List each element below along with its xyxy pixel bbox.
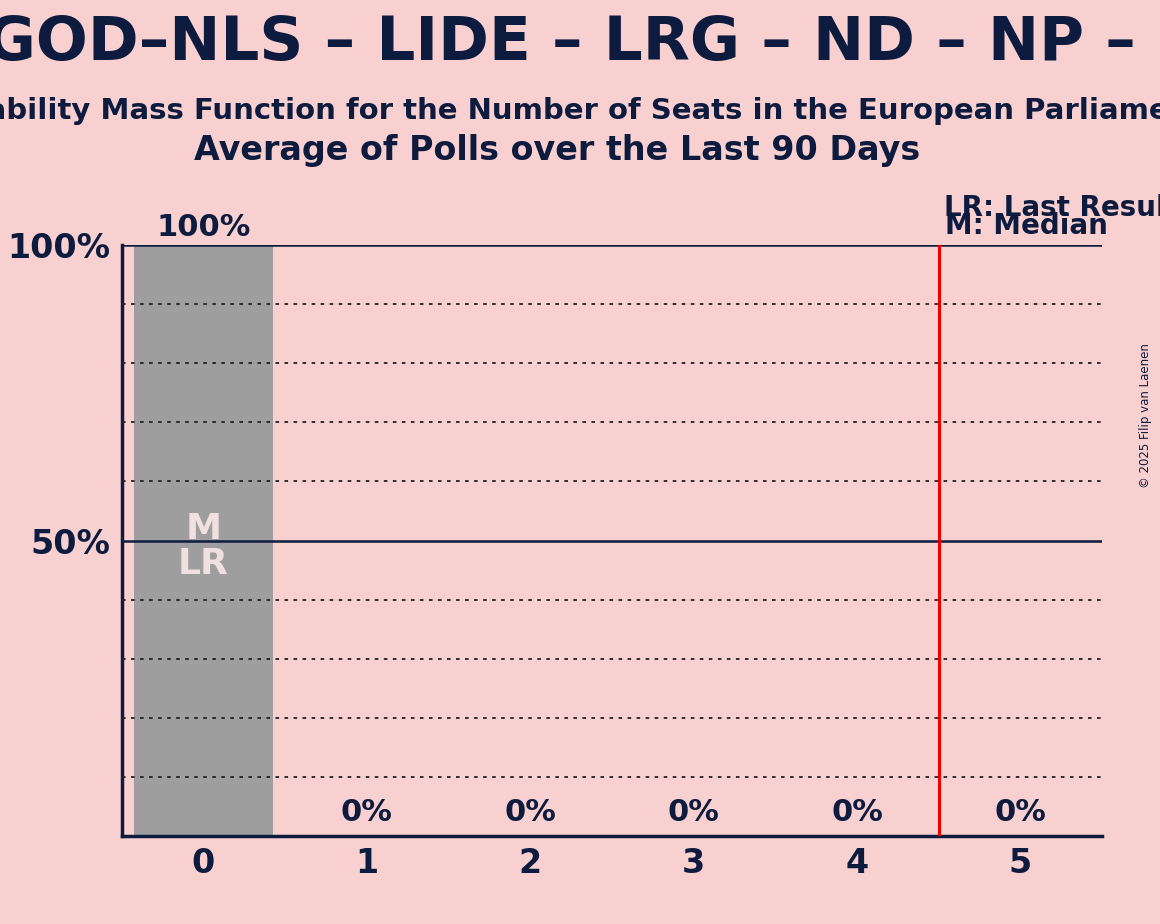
- Text: – GOD – GOD–NLS – LIDE – LRG – ND – NP – NLS – PS: – GOD – GOD–NLS – LIDE – LRG – ND – NP –…: [0, 14, 1160, 73]
- Text: M: M: [186, 512, 222, 546]
- Text: M: Median: M: Median: [945, 213, 1108, 240]
- Text: 0%: 0%: [668, 798, 719, 827]
- Text: 0%: 0%: [994, 798, 1046, 827]
- Text: 100%: 100%: [157, 213, 251, 242]
- Text: LR: LR: [177, 547, 229, 581]
- Text: Probability Mass Function for the Number of Seats in the European Parliament: Probability Mass Function for the Number…: [0, 97, 1160, 125]
- Text: 0%: 0%: [831, 798, 883, 827]
- Text: 0%: 0%: [341, 798, 393, 827]
- Text: Average of Polls over the Last 90 Days: Average of Polls over the Last 90 Days: [194, 134, 920, 167]
- Text: © 2025 Filip van Laenen: © 2025 Filip van Laenen: [1139, 344, 1152, 488]
- Bar: [135, 245, 273, 836]
- Text: 0%: 0%: [505, 798, 556, 827]
- Text: LR: Last Result: LR: Last Result: [944, 194, 1160, 222]
